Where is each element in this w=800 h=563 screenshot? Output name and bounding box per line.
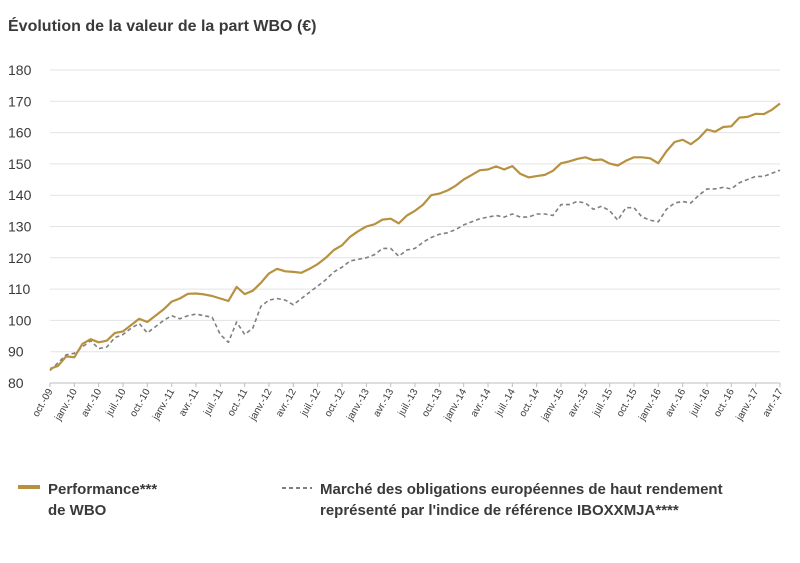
y-tick-label: 80 bbox=[8, 375, 24, 391]
x-tick-label: juil.-12 bbox=[299, 387, 324, 419]
x-tick-label: oct.-11 bbox=[226, 387, 251, 419]
x-tick-label: oct.-10 bbox=[128, 387, 153, 419]
legend-item-wbo: Performance*** de WBO bbox=[48, 479, 157, 521]
x-tick-label: oct.-09 bbox=[31, 387, 56, 419]
legend-label-wbo-line1: Performance*** bbox=[48, 481, 158, 498]
chart-title: Évolution de la valeur de la part WBO (€… bbox=[8, 18, 317, 35]
x-tick-label: janv.-15 bbox=[539, 387, 567, 424]
x-tick-label: oct.-15 bbox=[615, 387, 640, 419]
y-tick-label: 90 bbox=[8, 344, 24, 360]
legend-label-index-line2: représenté par l'indice de référence IBO… bbox=[320, 502, 679, 519]
x-tick-label: juil.-16 bbox=[688, 387, 713, 419]
legend-swatch-index bbox=[282, 487, 312, 489]
legend-label-index-line1: Marché des obligations européennes de ha… bbox=[320, 481, 723, 498]
y-tick-label: 180 bbox=[8, 62, 32, 78]
x-tick-label: oct.-13 bbox=[420, 387, 445, 419]
x-tick-label: avr.-14 bbox=[469, 387, 494, 419]
x-tick-label: juil.-13 bbox=[396, 387, 421, 419]
x-tick-label: avr.-11 bbox=[177, 387, 202, 419]
x-tick-label: janv.-11 bbox=[150, 387, 177, 423]
series-lines bbox=[49, 102, 781, 372]
series-line-wbo bbox=[49, 102, 781, 370]
series-line-index bbox=[49, 169, 781, 372]
x-tick-label: janv.-13 bbox=[344, 387, 372, 424]
x-tick-label: avr.-12 bbox=[274, 387, 299, 419]
x-tick-label: oct.-12 bbox=[323, 387, 348, 419]
x-tick-label: juil.-11 bbox=[202, 387, 227, 419]
y-tick-label: 150 bbox=[8, 156, 32, 172]
y-tick-label: 130 bbox=[8, 219, 32, 235]
x-tick-label: janv.-16 bbox=[636, 387, 664, 424]
x-tick-label: juil.-14 bbox=[493, 387, 518, 419]
x-tick-label: janv.-10 bbox=[52, 387, 80, 424]
y-tick-label: 160 bbox=[8, 125, 32, 141]
legend-swatch-wbo bbox=[18, 485, 40, 489]
x-tick-label: juil.-15 bbox=[591, 387, 616, 419]
x-tick-label: janv.-14 bbox=[442, 387, 470, 424]
x-tick-label: juil.-10 bbox=[104, 387, 129, 419]
x-tick-label: avr.-13 bbox=[371, 387, 396, 419]
y-tick-label: 170 bbox=[8, 93, 32, 109]
y-tick-label: 140 bbox=[8, 187, 32, 203]
x-tick-label: oct.-16 bbox=[712, 387, 737, 419]
y-tick-label: 120 bbox=[8, 250, 32, 266]
x-tick-label: avr.-17 bbox=[761, 387, 786, 419]
y-tick-label: 100 bbox=[8, 312, 32, 328]
x-tick-label: janv.-17 bbox=[734, 387, 762, 424]
y-tick-label: 110 bbox=[8, 281, 31, 297]
x-tick-label: avr.-15 bbox=[566, 387, 591, 419]
x-tick-label: avr.-10 bbox=[79, 387, 104, 419]
x-tick-label: avr.-16 bbox=[663, 387, 688, 419]
x-tick-label: oct.-14 bbox=[517, 387, 542, 419]
x-tick-label: janv.-12 bbox=[247, 387, 275, 424]
legend-item-index: Marché des obligations européennes de ha… bbox=[320, 479, 723, 521]
y-axis-ticks: 80 90 100 110 120 130 140 150 160 170 180 bbox=[8, 62, 32, 391]
legend-label-wbo-line2: de WBO bbox=[48, 502, 107, 519]
